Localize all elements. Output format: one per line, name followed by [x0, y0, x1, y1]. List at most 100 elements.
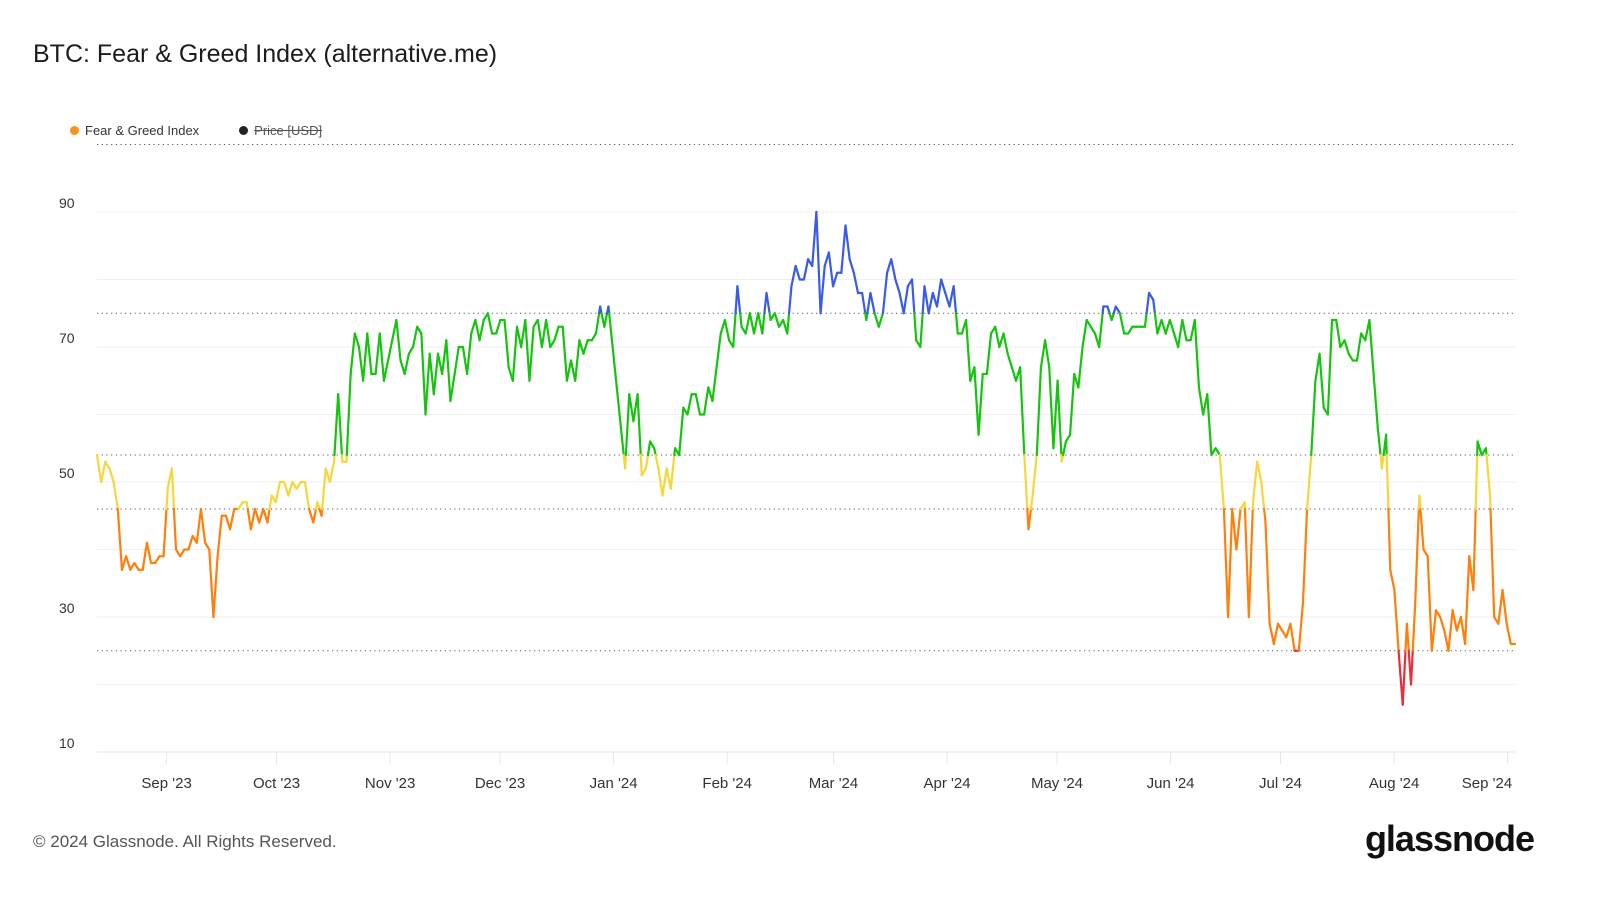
fear-greed-line-segment	[274, 480, 282, 504]
fear-greed-line-segment	[108, 467, 115, 484]
x-tick-label: Dec '23	[475, 775, 525, 792]
fear-greed-line-segment	[486, 312, 494, 335]
fear-greed-line-segment	[1106, 305, 1111, 315]
fear-greed-line-segment	[141, 541, 149, 571]
fear-greed-line-segment	[1393, 588, 1400, 652]
fear-greed-line-segment	[133, 561, 140, 571]
fear-greed-line-segment	[407, 345, 415, 355]
fear-greed-line-segment	[1476, 440, 1483, 457]
fear-greed-line-segment	[129, 561, 136, 571]
fear-greed-line-segment	[1463, 555, 1471, 646]
fear-greed-line-segment	[478, 318, 485, 342]
fear-greed-line-segment	[869, 291, 876, 315]
fear-greed-line-segment	[678, 406, 685, 457]
y-tick-label: 10	[59, 735, 75, 751]
fear-greed-line-segment	[1384, 433, 1388, 457]
fear-greed-line-segment	[237, 501, 244, 511]
fear-greed-line-segment	[848, 258, 855, 274]
fear-greed-line-segment	[495, 318, 502, 335]
fear-greed-line-segment	[1214, 447, 1221, 457]
fear-greed-line-segment	[919, 312, 924, 349]
fear-greed-line-segment	[1056, 379, 1063, 457]
fear-greed-line-segment	[831, 271, 839, 288]
fear-greed-line-segment	[790, 264, 797, 288]
fear-greed-line-segment	[1197, 386, 1205, 416]
fear-greed-line-segment	[1231, 507, 1238, 551]
fear-greed-line-segment	[1430, 609, 1438, 652]
fear-greed-line-segment	[748, 312, 756, 335]
fear-greed-line-segment	[1226, 507, 1234, 619]
fear-greed-line-segment	[1031, 453, 1038, 497]
fear-greed-line-segment	[935, 278, 943, 308]
fear-greed-line-segment	[913, 312, 918, 342]
fear-greed-line-segment	[503, 318, 510, 369]
fear-greed-line-segment	[574, 339, 581, 382]
fear-greed-line-segment	[964, 318, 972, 382]
fear-greed-line-segment	[715, 332, 722, 369]
fear-greed-line-segment	[653, 447, 657, 457]
fear-greed-line-segment	[898, 291, 905, 315]
fear-greed-line-segment	[639, 453, 643, 477]
fear-greed-line-segment	[382, 359, 390, 382]
fear-greed-line-segment	[994, 325, 1001, 349]
fear-greed-line-segment	[337, 393, 344, 457]
fear-greed-line-segment	[1355, 332, 1363, 362]
fear-greed-line-segment	[324, 467, 331, 484]
fear-greed-line-segment	[590, 332, 598, 342]
fear-greed-line-segment	[349, 332, 356, 376]
fear-greed-line-segment	[204, 541, 211, 551]
fear-greed-line-segment	[1268, 622, 1275, 646]
fear-greed-line-segment	[436, 352, 444, 376]
fear-greed-line-segment	[952, 285, 958, 315]
fear-greed-line-segment	[1160, 318, 1167, 335]
fear-greed-line-segment	[366, 332, 373, 376]
fear-greed-line-segment	[865, 312, 869, 322]
fear-greed-line-segment	[1310, 379, 1317, 457]
fear-greed-line-segment	[449, 372, 456, 403]
fear-greed-line-segment	[1256, 460, 1263, 484]
fear-greed-line-segment	[1085, 318, 1092, 328]
fear-greed-line-segment	[1089, 325, 1097, 335]
fear-greed-line-segment	[910, 278, 916, 315]
fear-greed-line-segment	[752, 312, 760, 335]
fear-greed-line-segment	[739, 312, 743, 328]
fear-greed-line-segment	[432, 352, 440, 396]
fear-greed-line-segment	[736, 285, 742, 315]
fear-greed-line-segment	[827, 251, 835, 288]
legend-item-fear-greed[interactable]: Fear & Greed Index	[70, 123, 199, 138]
fear-greed-line-segment	[1474, 453, 1479, 511]
fear-greed-line-segment	[100, 460, 107, 484]
fear-greed-line-segment	[1152, 298, 1156, 315]
fear-greed-line-segment	[95, 453, 103, 484]
fear-greed-line-segment	[815, 210, 822, 315]
fear-greed-line-segment	[644, 453, 650, 470]
fear-greed-line-segment	[1451, 609, 1458, 632]
fear-greed-line-segment	[1380, 453, 1385, 470]
fear-greed-line-segment	[515, 325, 523, 349]
fear-greed-line-segment	[287, 480, 294, 497]
fear-greed-line-segment	[844, 224, 851, 261]
fear-greed-line-segment	[1077, 345, 1084, 389]
fear-greed-line-segment	[424, 352, 431, 416]
x-tick-label: Nov '23	[365, 775, 415, 792]
fear-greed-line-segment	[549, 339, 556, 349]
fear-greed-line-segment	[295, 480, 302, 490]
fear-greed-line-segment	[1251, 460, 1259, 504]
fear-greed-line-segment	[1326, 318, 1334, 416]
fear-greed-line-segment	[378, 332, 386, 382]
x-tick-label: Mar '24	[809, 775, 859, 792]
fear-greed-line-segment	[973, 366, 980, 436]
legend-item-price[interactable]: Price [USD]	[239, 123, 322, 138]
fear-greed-line-segment	[744, 312, 751, 335]
fear-greed-line-segment	[528, 325, 535, 382]
fear-greed-line-segment	[1447, 609, 1454, 652]
fear-greed-line-segment	[923, 285, 930, 315]
fear-greed-line-segment	[179, 548, 186, 558]
fear-greed-line-segment	[1143, 312, 1148, 328]
fear-greed-line-segment	[1060, 453, 1065, 463]
fear-greed-line-segment	[607, 305, 611, 315]
fear-greed-line-segment	[283, 480, 290, 497]
fear-greed-line-segment	[1145, 291, 1151, 315]
fear-greed-line-segment	[1006, 352, 1013, 369]
